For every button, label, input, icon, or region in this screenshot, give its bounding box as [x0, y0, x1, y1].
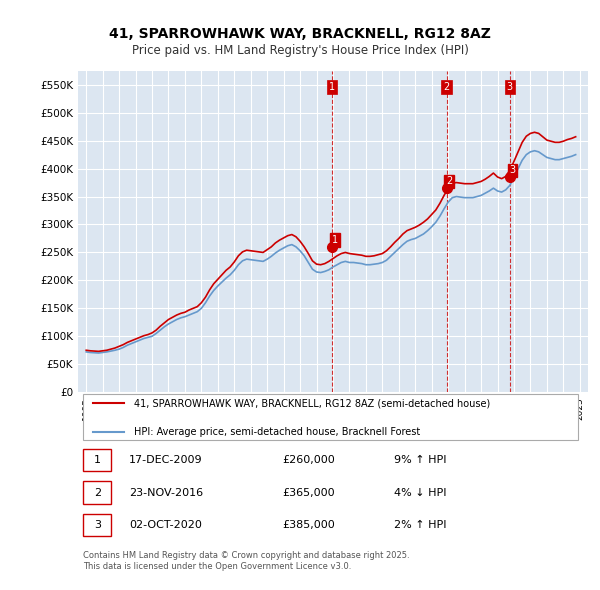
Text: 2: 2	[94, 487, 101, 497]
Text: 23-NOV-2016: 23-NOV-2016	[129, 487, 203, 497]
Text: 41, SPARROWHAWK WAY, BRACKNELL, RG12 8AZ (semi-detached house): 41, SPARROWHAWK WAY, BRACKNELL, RG12 8AZ…	[134, 398, 490, 408]
Text: 3: 3	[509, 165, 515, 175]
Text: 02-OCT-2020: 02-OCT-2020	[129, 520, 202, 530]
Text: 3: 3	[94, 520, 101, 530]
Text: 41, SPARROWHAWK WAY, BRACKNELL, RG12 8AZ: 41, SPARROWHAWK WAY, BRACKNELL, RG12 8AZ	[109, 27, 491, 41]
Text: 1: 1	[329, 82, 335, 92]
Text: £385,000: £385,000	[282, 520, 335, 530]
Text: 3: 3	[507, 82, 513, 92]
Text: HPI: Average price, semi-detached house, Bracknell Forest: HPI: Average price, semi-detached house,…	[134, 427, 421, 437]
Text: 2: 2	[446, 176, 452, 186]
Text: 1: 1	[94, 455, 101, 465]
Text: 2% ↑ HPI: 2% ↑ HPI	[394, 520, 446, 530]
Text: £260,000: £260,000	[282, 455, 335, 465]
Text: £365,000: £365,000	[282, 487, 335, 497]
Text: 9% ↑ HPI: 9% ↑ HPI	[394, 455, 446, 465]
Text: 2: 2	[443, 82, 449, 92]
Text: 1: 1	[332, 235, 338, 245]
FancyBboxPatch shape	[83, 481, 111, 504]
Text: 17-DEC-2009: 17-DEC-2009	[129, 455, 203, 465]
Text: 4% ↓ HPI: 4% ↓ HPI	[394, 487, 446, 497]
FancyBboxPatch shape	[83, 394, 578, 440]
FancyBboxPatch shape	[83, 514, 111, 536]
Text: Contains HM Land Registry data © Crown copyright and database right 2025.
This d: Contains HM Land Registry data © Crown c…	[83, 551, 410, 571]
FancyBboxPatch shape	[83, 449, 111, 471]
Text: Price paid vs. HM Land Registry's House Price Index (HPI): Price paid vs. HM Land Registry's House …	[131, 44, 469, 57]
